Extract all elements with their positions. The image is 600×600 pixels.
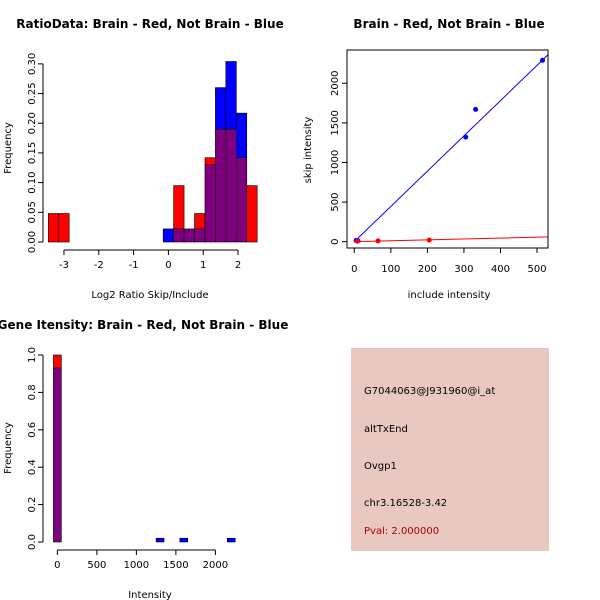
x-tick-label: 200 (418, 264, 437, 275)
x-tick-label: 2000 (203, 560, 228, 571)
x-tick-label: -2 (94, 260, 104, 271)
genomic-location: chr3.16528-3.42 (364, 498, 448, 509)
gene-name: Ovgp1 (364, 461, 397, 472)
gene-intensity-axes: 0 500 1000 1500 2000 0.0 0.2 0.4 0.6 0.8 1.0 (27, 347, 228, 571)
brain-bar (173, 185, 185, 230)
y-tick-label: 0.0 (27, 534, 38, 550)
overlap-bar (173, 228, 185, 243)
probe-info-panel: G7044063@J931960@i_at altTxEnd Ovgp1 chr… (351, 348, 549, 551)
y-tick-label: 0.25 (27, 82, 38, 104)
not-brain-bar (155, 537, 165, 543)
brain-bar (53, 354, 62, 369)
intensity-scatter-title: Brain - Red, Not Brain - Blue (353, 17, 544, 31)
brain-point (354, 238, 360, 244)
brain-bar (246, 185, 258, 243)
intensity-scatter-ylabel: skip intensity (303, 117, 314, 184)
overlap-bar (215, 128, 227, 243)
gene-intensity-xlabel: Intensity (128, 590, 172, 600)
y-tick-label: 1000 (330, 150, 341, 175)
x-tick-label: 1000 (124, 560, 149, 571)
intensity-scatter-marks (353, 54, 549, 244)
not-brain-fit-line (353, 54, 549, 243)
not-brain-bar (235, 112, 248, 158)
gene-intensity-bars (53, 354, 236, 543)
x-tick-label: 1500 (163, 560, 188, 571)
ratio-histogram-axes: -3 -2 -1 0 1 2 0.00 0.05 0.10 0.15 0.20 0.25 0.30 (27, 53, 241, 271)
y-tick-label: 0.4 (27, 459, 38, 475)
not-brain-bar (179, 537, 189, 543)
gene-intensity-panel: Gene Itensity: Brain - Red, Not Brain - … (0, 318, 288, 600)
x-tick-label: 0 (54, 560, 60, 571)
ratio-histogram-title: RatioData: Brain - Red, Not Brain - Blue (16, 17, 283, 31)
ratio-histogram-bars (47, 61, 258, 243)
overlap-bar (225, 128, 237, 243)
ratio-histogram-xlabel: Log2 Ratio Skip/Include (91, 290, 208, 301)
y-tick-label: 0.8 (27, 384, 38, 400)
y-tick-label: 0.20 (27, 112, 38, 134)
overlap-bar (235, 157, 248, 243)
y-tick-label: 0.05 (27, 201, 38, 223)
y-tick-label: 0.2 (27, 497, 38, 513)
x-tick-label: 100 (381, 264, 400, 275)
brain-bar (194, 213, 206, 230)
y-tick-label: 0.15 (27, 142, 38, 164)
gene-intensity-ylabel: Frequency (3, 422, 14, 474)
y-tick-label: 500 (330, 193, 341, 212)
y-tick-label: 0.00 (27, 231, 38, 253)
p-value: Pval: 2.000000 (364, 526, 440, 537)
not-brain-point (463, 134, 469, 140)
overlap-bar (194, 228, 206, 243)
intensity-scatter-axes: 0 100 200 300 400 500 0 500 1000 1500 2000 (330, 49, 549, 275)
not-brain-bar (162, 228, 174, 243)
y-tick-label: 1.0 (27, 347, 38, 363)
y-tick-label: 0.30 (27, 53, 38, 75)
not-brain-point (540, 57, 546, 63)
y-tick-label: 0.6 (27, 422, 38, 438)
x-tick-label: 0 (165, 260, 171, 271)
plot-frame (346, 49, 549, 249)
x-tick-label: 400 (491, 264, 510, 275)
x-tick-label: -1 (129, 260, 139, 271)
y-tick-label: 2000 (330, 71, 341, 96)
ratio-histogram-panel: RatioData: Brain - Red, Not Brain - Blue… (3, 17, 284, 301)
ratio-histogram-ylabel: Frequency (3, 122, 14, 174)
brain-point (375, 238, 381, 244)
x-tick-label: 2 (235, 260, 241, 271)
x-tick-label: 1 (200, 260, 206, 271)
overlap-bar (204, 164, 216, 243)
x-tick-label: 0 (351, 264, 357, 275)
probe-id: G7044063@J931960@i_at (364, 386, 496, 397)
y-tick-label: 1500 (330, 110, 341, 135)
x-tick-label: 500 (87, 560, 106, 571)
brain-bar (58, 213, 70, 243)
not-brain-point (473, 106, 479, 112)
x-tick-label: 300 (454, 264, 473, 275)
not-brain-bar (215, 87, 227, 130)
x-tick-label: 500 (527, 264, 546, 275)
event-type: altTxEnd (364, 424, 408, 435)
y-tick-label: 0.10 (27, 171, 38, 193)
brain-bar (204, 157, 216, 166)
intensity-scatter-panel: Brain - Red, Not Brain - Blue 0 100 200 300… (303, 17, 549, 301)
not-brain-bar (225, 61, 237, 130)
brain-point (426, 237, 432, 243)
brain-fit-line (354, 236, 549, 243)
overlap-bar (53, 367, 62, 543)
gene-intensity-title: Gene Itensity: Brain - Red, Not Brain - … (0, 318, 288, 332)
brain-bar (47, 213, 60, 243)
x-tick-label: -3 (59, 260, 69, 271)
y-tick-label: 0 (330, 238, 341, 244)
not-brain-bar (226, 537, 236, 543)
intensity-scatter-xlabel: include intensity (408, 290, 491, 301)
overlap-bar (183, 228, 195, 243)
